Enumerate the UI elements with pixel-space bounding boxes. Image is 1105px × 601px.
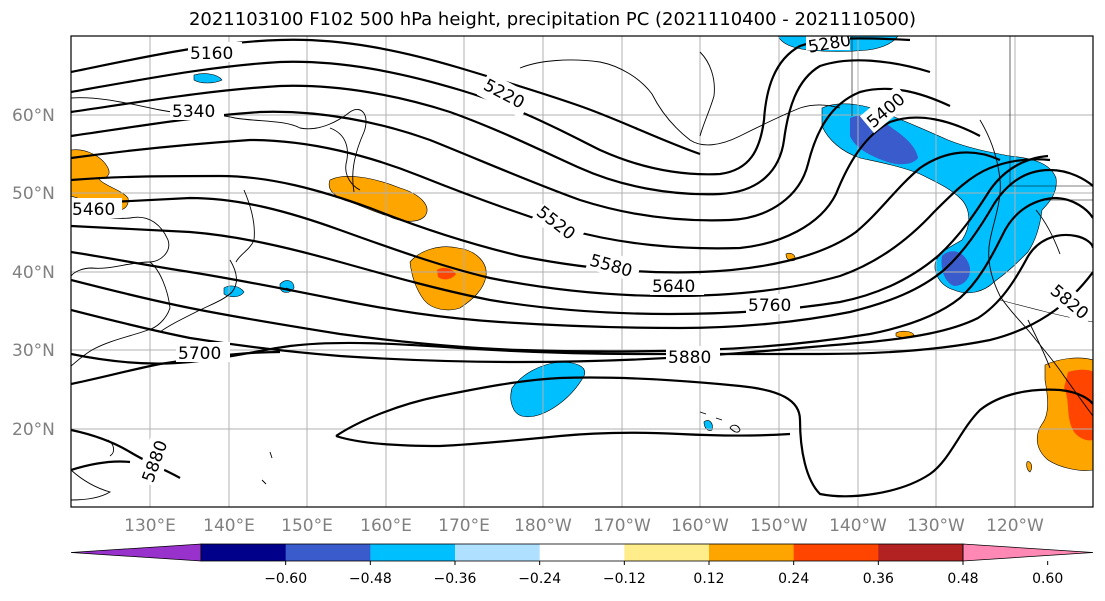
figure-title: 2021103100 F102 500 hPa height, precipit…: [188, 9, 917, 30]
colorbar-segment: [793, 544, 879, 561]
precip-core-mexico: [1064, 369, 1093, 441]
lon-tick-160w: 160°W: [671, 516, 729, 536]
contour-label-5460: 5460: [72, 200, 115, 220]
lat-tick-50n: 50°N: [12, 184, 55, 204]
contour-label-5160: 5160: [190, 44, 233, 64]
colorbar-segment: [370, 544, 456, 561]
lat-tick-40n: 40°N: [12, 263, 55, 283]
colorbar-tick-label: 0.24: [778, 571, 809, 587]
lon-tick-120w: 120°W: [986, 516, 1044, 536]
precip-core-pnw: [941, 251, 971, 286]
colorbar-segment: [709, 544, 795, 561]
contour-labels: 5160 5220 5340 5460 5520 5580 5640 5760 …: [71, 36, 1093, 488]
lon-tick-180w: 180°W: [514, 516, 572, 536]
lon-tick-170w: 170°W: [593, 516, 651, 536]
colorbar-extend-high: [962, 543, 1094, 562]
colorbar-segment: [878, 544, 964, 561]
contour-label-5340: 5340: [172, 102, 215, 122]
lon-tick-130e: 130°E: [124, 516, 176, 536]
colorbar-segment: [201, 544, 287, 561]
lon-tick-labels: 130°E 140°E 150°E 160°E 170°E 180°W 170°…: [124, 516, 1044, 536]
colorbar-extend-low: [70, 543, 202, 562]
colorbar-tick-label: 0.36: [863, 571, 894, 587]
lat-tick-labels: 60°N 50°N 40°N 30°N 20°N: [12, 106, 55, 440]
colorbar-outline: [200, 543, 964, 562]
lat-tick-30n: 30°N: [12, 341, 55, 361]
lat-tick-60n: 60°N: [12, 106, 55, 126]
precip-small-hawaii: [703, 420, 713, 431]
map-border: [70, 35, 1094, 508]
colorbar-tick-label: 0.48: [947, 571, 978, 587]
contour-label-5700: 5700: [178, 344, 221, 364]
colorbar-tick-label: −0.60: [264, 571, 307, 587]
lon-tick-130w: 130°W: [907, 516, 965, 536]
colorbar-tick-label: −0.24: [518, 571, 561, 587]
height-contours: [71, 37, 1093, 498]
lon-tick-150e: 150°E: [281, 516, 333, 536]
contour-label-5880-center: 5880: [668, 348, 711, 368]
colorbar-tick-label: 0.12: [693, 571, 724, 587]
colorbar-tick-label: −0.12: [603, 571, 646, 587]
colorbar-tick-label: −0.48: [349, 571, 392, 587]
precip-core-north-pacific: [437, 267, 456, 280]
coastlines: [71, 51, 1093, 501]
colorbar-segment: [539, 544, 625, 561]
lon-tick-140w: 140°W: [829, 516, 887, 536]
precip-core-gulf-alaska: [850, 115, 918, 165]
contour-label-5640: 5640: [652, 277, 695, 297]
precip-small-a: [895, 330, 915, 338]
precip-small-okhotsk: [193, 73, 223, 84]
lon-tick-160e: 160°E: [360, 516, 412, 536]
colorbar: −0.60 −0.48 −0.36 −0.24 −0.12 0.12 0.24 0.36 0.4…: [70, 543, 1094, 587]
colorbar-tick-label: −0.36: [434, 571, 477, 587]
colorbar-segment: [455, 544, 541, 561]
lon-tick-150w: 150°W: [750, 516, 808, 536]
colorbar-tick-label: 0.60: [1032, 571, 1063, 587]
contour-label-5760: 5760: [748, 296, 791, 316]
lat-tick-20n: 20°N: [12, 420, 55, 440]
precip-small-c: [1026, 461, 1032, 473]
colorbar-segment: [624, 544, 710, 561]
lon-tick-170e: 170°E: [438, 516, 490, 536]
lon-tick-140e: 140°E: [203, 516, 255, 536]
colorbar-segment: [285, 544, 371, 561]
